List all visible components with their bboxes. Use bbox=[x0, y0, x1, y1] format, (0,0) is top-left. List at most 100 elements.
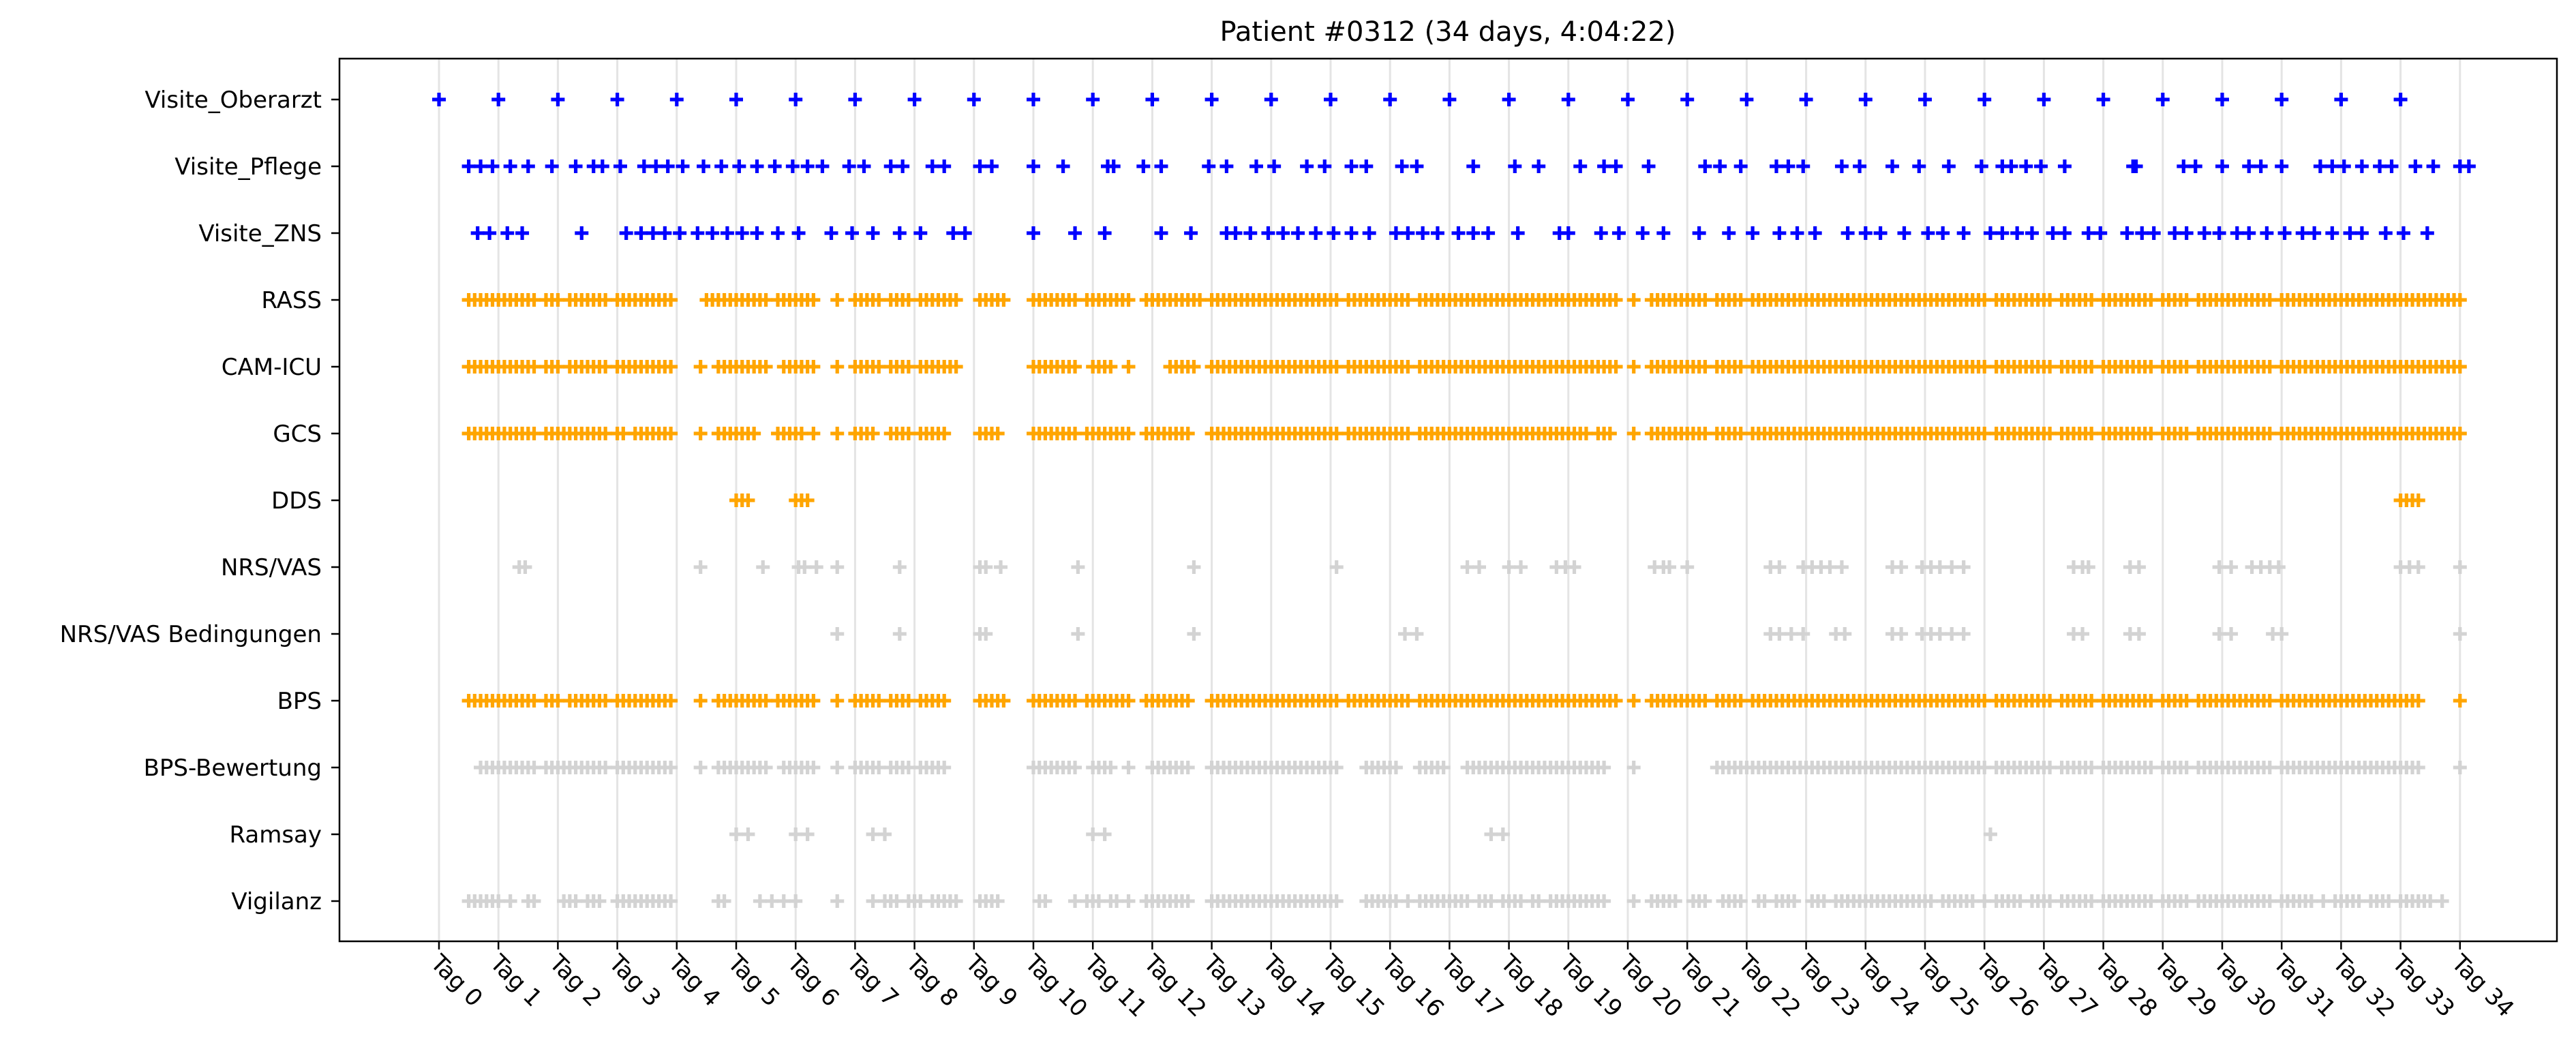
event-marker bbox=[1264, 93, 1278, 106]
event-marker bbox=[1838, 627, 1852, 641]
event-marker bbox=[830, 761, 845, 774]
event-marker bbox=[598, 761, 613, 774]
event-marker bbox=[1329, 560, 1344, 574]
event-marker bbox=[2307, 226, 2322, 240]
event-marker bbox=[2085, 360, 2099, 374]
x-tick-label: Tag 34 bbox=[2446, 949, 2519, 1022]
event-marker bbox=[1983, 827, 1997, 841]
event-marker bbox=[872, 293, 886, 307]
event-marker bbox=[485, 159, 500, 173]
event-marker bbox=[2426, 159, 2440, 173]
series-row-nrs-vas bbox=[512, 560, 2467, 574]
gridlines bbox=[438, 59, 2461, 941]
event-marker bbox=[1436, 761, 1451, 774]
event-marker bbox=[2135, 226, 2149, 240]
event-marker bbox=[1038, 894, 1052, 908]
event-marker bbox=[1770, 159, 1783, 173]
event-marker bbox=[2085, 761, 2099, 774]
event-marker bbox=[806, 694, 821, 708]
event-marker bbox=[2224, 627, 2239, 641]
event-marker bbox=[664, 694, 678, 708]
row-label: CAM-ICU bbox=[222, 354, 322, 381]
event-marker bbox=[901, 360, 915, 374]
event-marker bbox=[595, 159, 609, 173]
event-marker bbox=[2144, 427, 2158, 440]
event-marker bbox=[1219, 159, 1234, 173]
event-marker bbox=[1912, 159, 1926, 173]
x-tick-label: Tag 28 bbox=[2089, 949, 2163, 1022]
y-axis-labels: Visite_Oberarzt Visite_Pflege Visite_ZNS RA… bbox=[60, 87, 339, 915]
event-marker bbox=[1733, 694, 1748, 708]
event-marker bbox=[830, 427, 845, 440]
event-marker bbox=[1983, 226, 1997, 240]
event-marker bbox=[2396, 226, 2410, 240]
event-marker bbox=[2212, 226, 2226, 240]
event-marker bbox=[756, 560, 770, 574]
event-marker bbox=[1956, 560, 1971, 574]
event-marker bbox=[527, 894, 541, 908]
event-marker bbox=[2275, 627, 2289, 641]
event-marker bbox=[1609, 159, 1623, 173]
event-marker bbox=[1746, 226, 1760, 240]
x-tick-label: Tag 14 bbox=[1257, 949, 1331, 1022]
event-marker bbox=[1460, 560, 1474, 574]
event-marker bbox=[1579, 427, 1593, 440]
event-marker bbox=[1329, 293, 1344, 307]
event-marker bbox=[997, 694, 1011, 708]
event-marker bbox=[1945, 560, 1959, 574]
event-marker bbox=[646, 226, 660, 240]
event-marker bbox=[1635, 226, 1650, 240]
event-marker bbox=[693, 560, 708, 574]
event-marker bbox=[1787, 894, 1802, 908]
event-marker bbox=[866, 427, 880, 440]
event-marker bbox=[569, 159, 583, 173]
event-marker bbox=[1956, 627, 1971, 641]
event-marker bbox=[1481, 226, 1496, 240]
event-marker bbox=[1995, 226, 2010, 240]
event-marker bbox=[619, 226, 633, 240]
event-marker bbox=[815, 159, 830, 173]
event-marker bbox=[1228, 226, 1243, 240]
event-marker bbox=[967, 93, 981, 106]
event-marker bbox=[1626, 761, 1641, 774]
event-marker bbox=[759, 694, 773, 708]
event-marker bbox=[872, 694, 886, 708]
event-marker bbox=[1597, 894, 1611, 908]
event-marker bbox=[892, 226, 907, 240]
event-marker bbox=[2043, 427, 2057, 440]
event-marker bbox=[990, 427, 1005, 440]
event-marker bbox=[1609, 694, 1623, 708]
event-marker bbox=[2453, 560, 2467, 574]
event-marker bbox=[2260, 226, 2274, 240]
event-marker bbox=[551, 293, 565, 307]
event-marker bbox=[1410, 159, 1424, 173]
x-tick-label: Tag 32 bbox=[2327, 949, 2400, 1022]
event-marker bbox=[1401, 694, 1415, 708]
event-marker bbox=[1885, 159, 1900, 173]
event-marker bbox=[2411, 493, 2425, 507]
event-marker bbox=[866, 827, 880, 841]
event-marker bbox=[2085, 694, 2099, 708]
event-marker bbox=[1362, 226, 1376, 240]
event-marker bbox=[1733, 894, 1748, 908]
event-marker bbox=[527, 293, 541, 307]
event-marker bbox=[2034, 159, 2048, 173]
event-marker bbox=[1344, 226, 1359, 240]
event-marker bbox=[2019, 159, 2033, 173]
event-marker bbox=[714, 159, 729, 173]
event-marker bbox=[527, 360, 541, 374]
event-marker bbox=[1502, 560, 1516, 574]
series-row-visite-pflege bbox=[461, 159, 2476, 173]
series-row-cam-icu bbox=[461, 360, 2467, 374]
event-marker bbox=[1071, 560, 1085, 574]
event-marker bbox=[1187, 560, 1201, 574]
x-tick-label: Tag 17 bbox=[1435, 949, 1509, 1022]
event-marker bbox=[1933, 560, 1947, 574]
row-label: Visite_Oberarzt bbox=[145, 87, 322, 114]
event-marker bbox=[2025, 226, 2039, 240]
event-marker bbox=[2179, 360, 2194, 374]
event-marker bbox=[747, 427, 761, 440]
event-marker bbox=[800, 493, 815, 507]
event-marker bbox=[735, 226, 749, 240]
